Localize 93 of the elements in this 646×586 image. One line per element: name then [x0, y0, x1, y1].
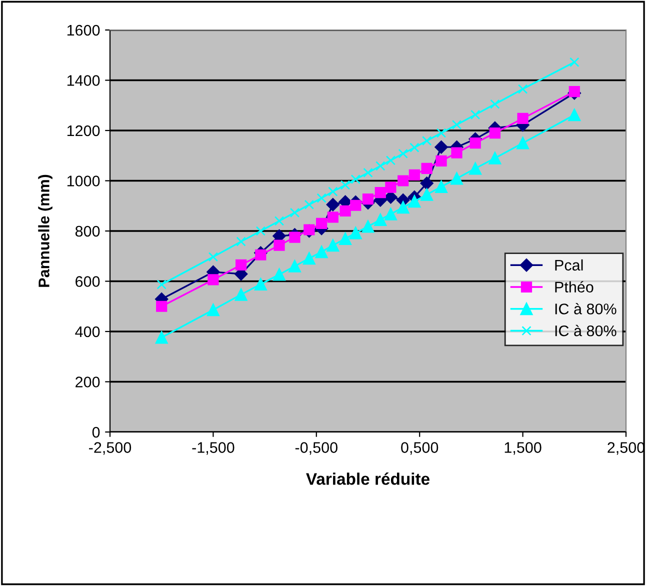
point: [489, 127, 500, 139]
y-tick-label: 1400: [67, 75, 100, 86]
point: [206, 304, 220, 316]
point: [304, 224, 315, 236]
point: [470, 110, 480, 120]
point: [376, 161, 386, 171]
point: [349, 226, 362, 240]
point: [234, 288, 248, 301]
point: [436, 155, 447, 166]
point: [274, 240, 285, 251]
point: [386, 156, 396, 166]
point: [421, 162, 432, 174]
x-tick-label: -1,500: [192, 442, 234, 455]
point: [236, 236, 246, 246]
x-axis-title: Variable réduite: [306, 472, 430, 485]
point: [568, 86, 580, 98]
point: [340, 205, 351, 216]
point: [420, 176, 434, 190]
point: [396, 201, 410, 214]
y-tick-label: 400: [75, 326, 100, 338]
point: [236, 259, 247, 270]
point: [273, 268, 286, 281]
point: [326, 239, 340, 252]
point: [517, 112, 528, 124]
point: [289, 232, 300, 243]
point: [315, 246, 328, 258]
point: [410, 142, 420, 152]
point: [422, 136, 432, 146]
point: [256, 226, 266, 236]
point: [208, 252, 218, 262]
y-tick-label: 1600: [67, 24, 100, 36]
point: [290, 208, 300, 218]
point: [434, 140, 448, 154]
point: [435, 180, 448, 194]
point: [350, 200, 362, 211]
point: [420, 188, 434, 201]
point: [362, 220, 374, 233]
point: [274, 216, 284, 226]
y-tick-label: 600: [76, 276, 100, 287]
x-tick-label: -2,500: [89, 442, 132, 455]
point: [436, 128, 446, 138]
point: [450, 172, 463, 185]
y-axis-title: Pannuelle (mm): [38, 174, 52, 287]
y-tick-label: 1200: [67, 125, 100, 136]
x-tick-label: 2,500: [608, 442, 645, 455]
point: [451, 147, 462, 158]
point: [408, 195, 421, 208]
point: [385, 182, 396, 193]
point: [339, 232, 352, 246]
point: [488, 152, 502, 164]
legend-label: Pcal: [555, 259, 583, 271]
point: [254, 278, 267, 291]
point: [288, 260, 301, 272]
y-tick-label: 0: [92, 426, 100, 438]
point: [316, 193, 326, 203]
point: [326, 198, 340, 212]
point: [469, 162, 482, 175]
legend-label: IC à 80%: [555, 324, 616, 336]
legend-label: IC à 80%: [555, 302, 616, 314]
point: [570, 57, 580, 68]
point: [302, 252, 316, 265]
point: [408, 169, 420, 181]
point: [208, 274, 219, 286]
point: [156, 300, 168, 312]
point: [516, 136, 530, 150]
point: [470, 138, 481, 149]
point: [156, 280, 166, 290]
point: [374, 187, 386, 198]
point: [518, 84, 528, 94]
point: [327, 212, 338, 223]
point: [328, 186, 338, 196]
point: [452, 120, 462, 130]
point: [304, 200, 314, 210]
point: [316, 218, 328, 230]
point: [374, 213, 387, 226]
point: [340, 180, 350, 190]
point: [155, 331, 168, 344]
point: [568, 108, 581, 122]
y-tick-label: 1000: [67, 176, 100, 186]
point: [384, 208, 397, 220]
x-tick-label: -0,500: [295, 442, 338, 455]
y-tick-label: 200: [76, 376, 100, 388]
point: [255, 249, 266, 260]
x-tick-label: 1,500: [504, 442, 542, 455]
point: [398, 175, 409, 186]
point: [363, 168, 373, 178]
point: [362, 194, 374, 205]
point: [398, 148, 408, 158]
point: [490, 99, 500, 109]
x-tick-label: 0,500: [401, 442, 438, 455]
y-tick-label: 800: [75, 226, 100, 237]
legend-label: Pthéo: [555, 281, 594, 292]
point: [350, 174, 360, 184]
